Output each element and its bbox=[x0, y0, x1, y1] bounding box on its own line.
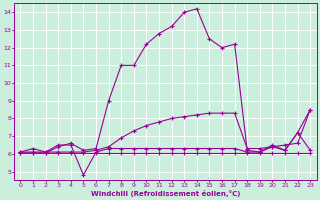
X-axis label: Windchill (Refroidissement éolien,°C): Windchill (Refroidissement éolien,°C) bbox=[91, 190, 240, 197]
